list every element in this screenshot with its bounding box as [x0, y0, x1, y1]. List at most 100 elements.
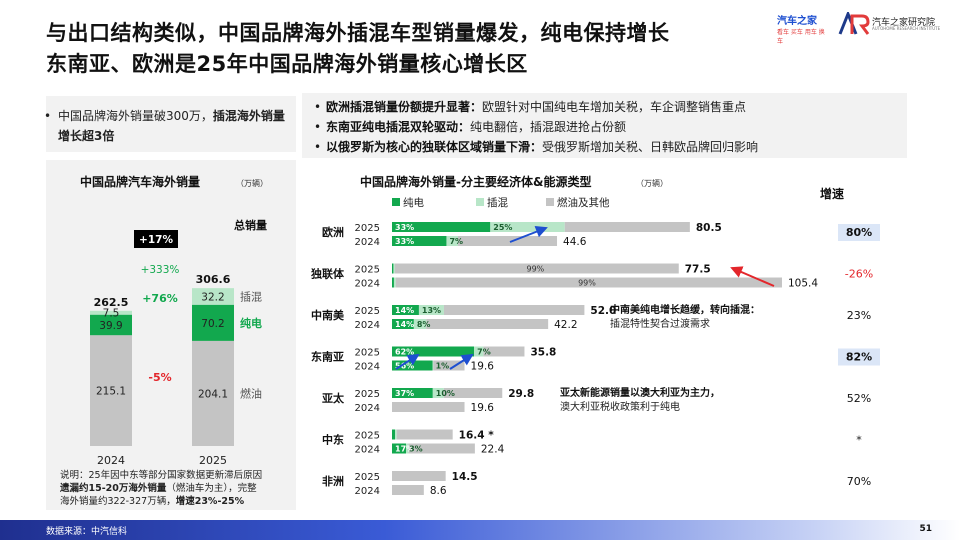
phev-pct: 7% [449, 237, 463, 246]
bar-phev [393, 263, 395, 274]
year-label: 2024 [355, 320, 380, 331]
ice-pct: 99% [526, 265, 544, 274]
c1-total-growth-box [134, 230, 178, 248]
annotation-title: 亚太新能源销量以澳大利亚为主力， [560, 386, 720, 399]
bev-pct: 14% [395, 320, 414, 329]
c1-total-header: 总销量 [234, 218, 267, 232]
year-label: 2024 [355, 445, 380, 456]
region-label: 亚太 [322, 391, 345, 405]
chart1-unit: （万辆） [236, 178, 268, 188]
institute-logo-icon [838, 12, 870, 35]
bar-phev [393, 277, 396, 288]
annotation-text: 澳大利亚税收政策利于纯电 [560, 400, 680, 413]
legend-swatch [546, 198, 554, 206]
c1-phev-growth: +333% [141, 264, 180, 276]
bar-phev [406, 443, 409, 454]
europe-phev-arrow [509, 226, 548, 243]
legend-swatch [476, 198, 484, 206]
phev-pct: 7% [477, 348, 491, 357]
region-label: 东南亚 [311, 350, 344, 364]
c1-bar-纯电-2025 [192, 304, 234, 341]
total-label: 29.8 [508, 388, 534, 400]
phev-pct: 10% [436, 389, 455, 398]
bev-pct: 56% [395, 362, 414, 371]
phev-pct: 3% [409, 445, 423, 454]
bar-bev [392, 263, 394, 274]
growth-header: 增速 [820, 186, 844, 201]
year-label: 2025 [355, 389, 380, 400]
chart2-title: 中国品牌海外销量-分主要经济体&能源类型 [360, 174, 591, 189]
c1-total-label: 306.6 [196, 273, 231, 286]
bar-ice [443, 305, 585, 315]
year-label: 2024 [355, 486, 380, 497]
c1-series-label: 纯电 [240, 316, 262, 330]
c1-bar-插混-2024 [90, 310, 132, 315]
bev-pct: 37% [395, 389, 414, 398]
legend-label: 纯电 [403, 196, 424, 209]
region-label: 非洲 [322, 474, 344, 488]
c1-value-label: 215.1 [96, 386, 126, 398]
total-label: 35.8 [530, 347, 556, 359]
bar-ice [394, 263, 679, 274]
growth-value: 82% [846, 351, 872, 364]
c1-value-label: 70.2 [201, 318, 224, 330]
total-label: 19.6 [471, 361, 495, 373]
bar-bev [392, 222, 491, 232]
bar-phev [490, 222, 565, 232]
cis-decline-arrow [730, 266, 775, 287]
bar-ice [443, 388, 503, 398]
region-sales-chart: 中国品牌海外销量-分主要经济体&能源类型 （万辆） 增速 纯电 插混 燃油及其他 欧… [310, 174, 880, 497]
bev-pct: 62% [395, 348, 414, 357]
phev-pct: 8% [417, 320, 431, 329]
footer-bar [0, 520, 960, 540]
bar-phev [432, 360, 434, 371]
legend-label: 燃油及其他 [557, 196, 610, 209]
institute-logo: 汽车之家研究院 AUTOHOME RESEARCH INSTITUTE [838, 12, 950, 38]
title-line-2: 东南亚、欧洲是25年中国品牌海外销量核心增长区 [46, 52, 528, 76]
c1-value-label: 204.1 [198, 388, 228, 400]
bar-phev [418, 305, 444, 315]
bar-bev [392, 319, 414, 329]
bar-phev [395, 429, 397, 440]
c1-ice-growth: -5% [148, 371, 171, 384]
bar-ice [433, 360, 465, 371]
region-label: 欧洲 [322, 225, 344, 239]
phev-pct: 1% [436, 362, 450, 371]
bar-bev [392, 236, 447, 246]
legend-swatch [392, 198, 400, 206]
left-summary-bullet: • 中国品牌海外销量破300万，插混海外销量增长超3倍 [44, 109, 285, 143]
bar-bev [392, 277, 394, 288]
year-label: 2025 [355, 431, 380, 442]
c1-bev-growth: +76% [142, 292, 178, 305]
autohome-logo: 汽车之家 看车 买车 用车 换车 [777, 16, 825, 45]
title-line-1: 与出口结构类似，中国品牌海外插混车型销量爆发，纯电保持增长 [46, 21, 670, 45]
year-label: 2024 [355, 362, 380, 373]
c1-bar-燃油-2025 [192, 340, 234, 446]
bar-bev [392, 443, 407, 454]
bar-bev [392, 429, 396, 440]
sea-phev-arrow [449, 353, 474, 370]
left-summary-panel [46, 96, 296, 152]
total-label: 8.6 [430, 485, 447, 497]
c1-total-label: 262.5 [94, 296, 129, 309]
year-label: 2025 [355, 265, 380, 276]
c1-category-label: 2024 [97, 454, 125, 467]
total-label: 77.5 [685, 264, 711, 276]
bullet-sea: 东南亚纯电插混双轮驱动：纯电翻倍，插混跟进抢占份额 [314, 117, 904, 137]
c1-bar-燃油-2024 [90, 335, 132, 446]
phev-pct: 13% [422, 306, 441, 315]
left-chart-panel [46, 160, 296, 510]
year-label: 2025 [355, 306, 380, 317]
bev-pct: 14% [395, 306, 414, 315]
bar-ice [564, 222, 690, 232]
total-label: 52.0 [590, 305, 616, 317]
bev-pct: 33% [395, 223, 414, 232]
bar-phev [432, 388, 444, 398]
bar-phev [474, 346, 484, 357]
bullet-europe: 欧洲插混销量份额提升显著：欧盟针对中国纯电车增加关税，车企调整销售重点 [314, 97, 904, 117]
total-label: 80.5 [696, 222, 722, 234]
chart1-title: 中国品牌汽车海外销量 [80, 174, 200, 189]
bar-ice [396, 429, 453, 440]
c1-bar-插混-2025 [192, 288, 234, 305]
region-label: 中东 [322, 433, 344, 447]
